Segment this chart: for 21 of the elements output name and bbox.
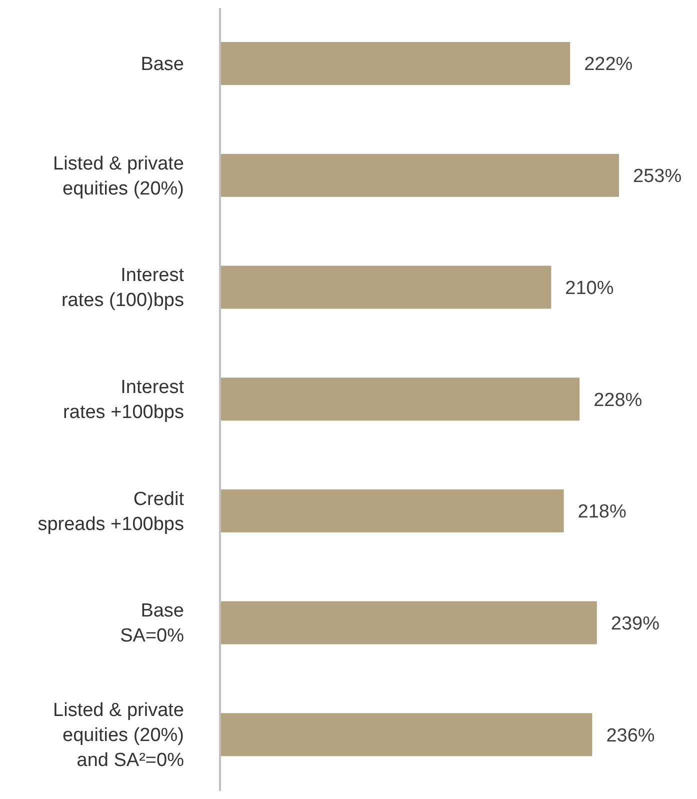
data-label: 236%	[606, 725, 655, 746]
data-label: 253%	[633, 166, 682, 188]
y-tick-label: Credit spreads +100bps	[38, 488, 185, 534]
bar	[220, 378, 580, 421]
y-tick-label: Interest rates (100)bps	[61, 264, 185, 311]
bar	[220, 266, 552, 309]
y-tick-label: Base	[140, 53, 184, 74]
bar	[220, 154, 619, 197]
bar	[220, 713, 592, 756]
y-tick-label: Listed & private equities (20%) and SA²=0%	[53, 700, 184, 771]
bar	[220, 601, 597, 644]
y-tick-label: Interest rates +100bps	[63, 376, 185, 422]
data-label: 222%	[584, 54, 633, 76]
y-tick-label: Listed & private equities (20%)	[53, 152, 184, 199]
data-label: 210%	[565, 278, 614, 299]
y-tick-label: Base SA=0%	[120, 600, 184, 646]
data-label: 228%	[594, 390, 642, 411]
data-label: 239%	[610, 614, 660, 635]
data-label: 218%	[578, 502, 627, 523]
bar	[220, 489, 564, 532]
bar	[220, 42, 570, 85]
